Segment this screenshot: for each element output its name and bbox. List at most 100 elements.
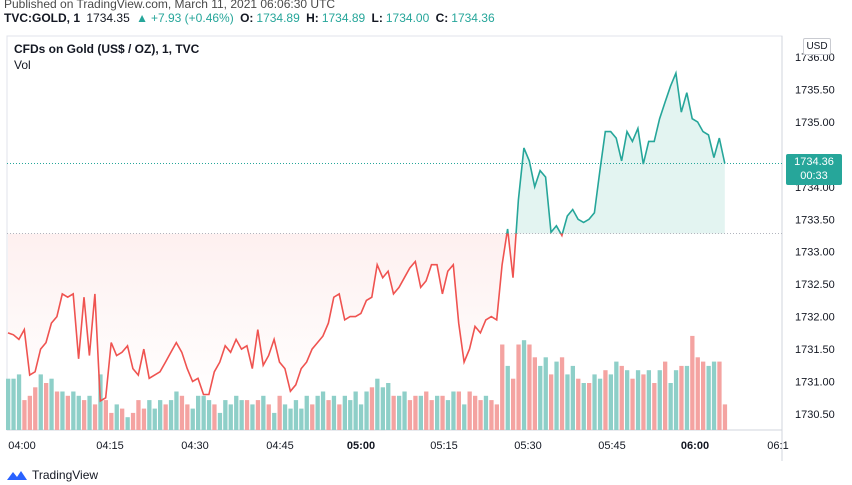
x-tick-label: 05:30 bbox=[514, 440, 542, 452]
price-chart[interactable]: 1736.001735.501735.001734.001733.501733.… bbox=[0, 31, 852, 461]
volume-bar bbox=[668, 383, 673, 430]
volume-bar bbox=[592, 374, 597, 430]
volume-bar bbox=[38, 374, 43, 430]
volume-bar bbox=[559, 357, 565, 430]
volume-bar bbox=[120, 408, 125, 430]
volume-bar bbox=[141, 408, 147, 430]
volume-bar bbox=[163, 404, 168, 430]
volume-bar bbox=[299, 408, 304, 430]
y-tick-label: 1735.00 bbox=[795, 117, 835, 129]
volume-bar bbox=[717, 361, 722, 430]
volume-bar bbox=[587, 383, 592, 430]
volume-bar bbox=[532, 357, 537, 430]
last-price-badge: 1734.36 00:33 bbox=[786, 154, 842, 185]
volume-bar bbox=[554, 361, 559, 430]
volume-bar bbox=[418, 395, 423, 430]
volume-bar bbox=[87, 395, 92, 430]
volume-bar bbox=[315, 395, 320, 430]
volume-bar bbox=[65, 395, 70, 430]
volume-bar bbox=[358, 404, 364, 430]
volume-bar bbox=[304, 395, 309, 430]
legend-volume[interactable]: Vol bbox=[14, 58, 31, 72]
volume-bar bbox=[386, 383, 391, 430]
volume-bar bbox=[60, 391, 65, 430]
y-tick-label: 1731.50 bbox=[795, 344, 835, 356]
volume-bar bbox=[206, 400, 212, 430]
volume-bar bbox=[16, 374, 22, 430]
volume-bar bbox=[429, 400, 434, 430]
low-value: 1734.00 bbox=[385, 11, 430, 25]
volume-bar bbox=[152, 408, 157, 430]
volume-bar bbox=[174, 391, 179, 430]
open-label: O: bbox=[240, 11, 254, 25]
last-price-countdown: 00:33 bbox=[800, 170, 828, 182]
volume-bar bbox=[397, 395, 402, 430]
volume-bar bbox=[136, 400, 141, 430]
volume-bar bbox=[179, 395, 185, 430]
volume-bar bbox=[483, 395, 489, 430]
x-tick-label: 05:15 bbox=[430, 440, 458, 452]
volume-bar bbox=[538, 365, 543, 430]
volume-bar bbox=[652, 383, 657, 430]
volume-bar bbox=[630, 378, 635, 430]
currency-button[interactable]: USD bbox=[803, 38, 831, 55]
volume-bar bbox=[391, 395, 396, 430]
volume-bar bbox=[234, 395, 239, 430]
volume-bar bbox=[619, 365, 624, 430]
volume-bar bbox=[690, 335, 695, 430]
volume-bar bbox=[228, 404, 233, 430]
volume-bar bbox=[293, 400, 299, 430]
x-tick-label: 04:15 bbox=[96, 440, 124, 452]
volume-bar bbox=[92, 404, 98, 430]
y-tick-label: 1736.00 bbox=[795, 52, 835, 64]
volume-bar bbox=[570, 365, 575, 430]
volume-bar bbox=[581, 383, 586, 430]
volume-bar bbox=[320, 391, 326, 430]
volume-bar bbox=[196, 395, 201, 430]
volume-bar bbox=[337, 404, 342, 430]
volume-bar bbox=[576, 378, 581, 430]
volume-bar bbox=[109, 412, 114, 430]
published-note: Published on TradingView.com, March 11, … bbox=[4, 0, 336, 11]
open-value: 1734.89 bbox=[256, 11, 300, 25]
volume-bar bbox=[402, 391, 407, 430]
volume-bar bbox=[288, 408, 293, 430]
volume-bar bbox=[375, 378, 380, 430]
volume-bar bbox=[125, 417, 130, 430]
high-value: 1734.89 bbox=[321, 11, 366, 25]
last-price-badge-value: 1734.36 bbox=[794, 156, 834, 168]
footer[interactable]: TradingView bbox=[6, 466, 98, 484]
volume-bar bbox=[82, 400, 87, 430]
volume-bar bbox=[711, 361, 717, 430]
volume-bar bbox=[614, 361, 619, 430]
volume-bar bbox=[6, 378, 11, 430]
volume-bar bbox=[369, 387, 375, 431]
volume-bar bbox=[424, 391, 429, 430]
volume-bar bbox=[603, 370, 608, 430]
volume-bar bbox=[597, 378, 603, 430]
price-change: +7.93 (+0.46%) bbox=[150, 11, 234, 25]
volume-bar bbox=[49, 378, 54, 430]
symbol-label[interactable]: TVC:GOLD, 1 bbox=[4, 11, 81, 25]
legend-title[interactable]: CFDs on Gold (US$ / OZ), 1, TVC bbox=[14, 42, 200, 56]
volume-bar bbox=[158, 400, 163, 430]
volume-bar bbox=[185, 404, 190, 430]
volume-bar bbox=[11, 378, 16, 430]
volume-bar bbox=[326, 400, 331, 430]
volume-bar bbox=[266, 404, 271, 430]
low-label: L: bbox=[371, 11, 383, 25]
volume-bar bbox=[255, 400, 261, 430]
volume-bar bbox=[489, 400, 494, 430]
volume-bar bbox=[663, 361, 668, 430]
volume-bar bbox=[282, 404, 288, 430]
area-above-baseline bbox=[506, 73, 725, 234]
price-line-down bbox=[7, 233, 564, 403]
volume-bar bbox=[130, 412, 136, 430]
volume-bar bbox=[76, 395, 81, 430]
last-price: 1734.35 bbox=[86, 11, 130, 25]
x-tick-label: 04:45 bbox=[266, 440, 294, 452]
volume-bar bbox=[272, 412, 277, 430]
volume-bar bbox=[190, 408, 195, 430]
volume-bar bbox=[103, 400, 108, 430]
volume-bar bbox=[521, 340, 527, 430]
